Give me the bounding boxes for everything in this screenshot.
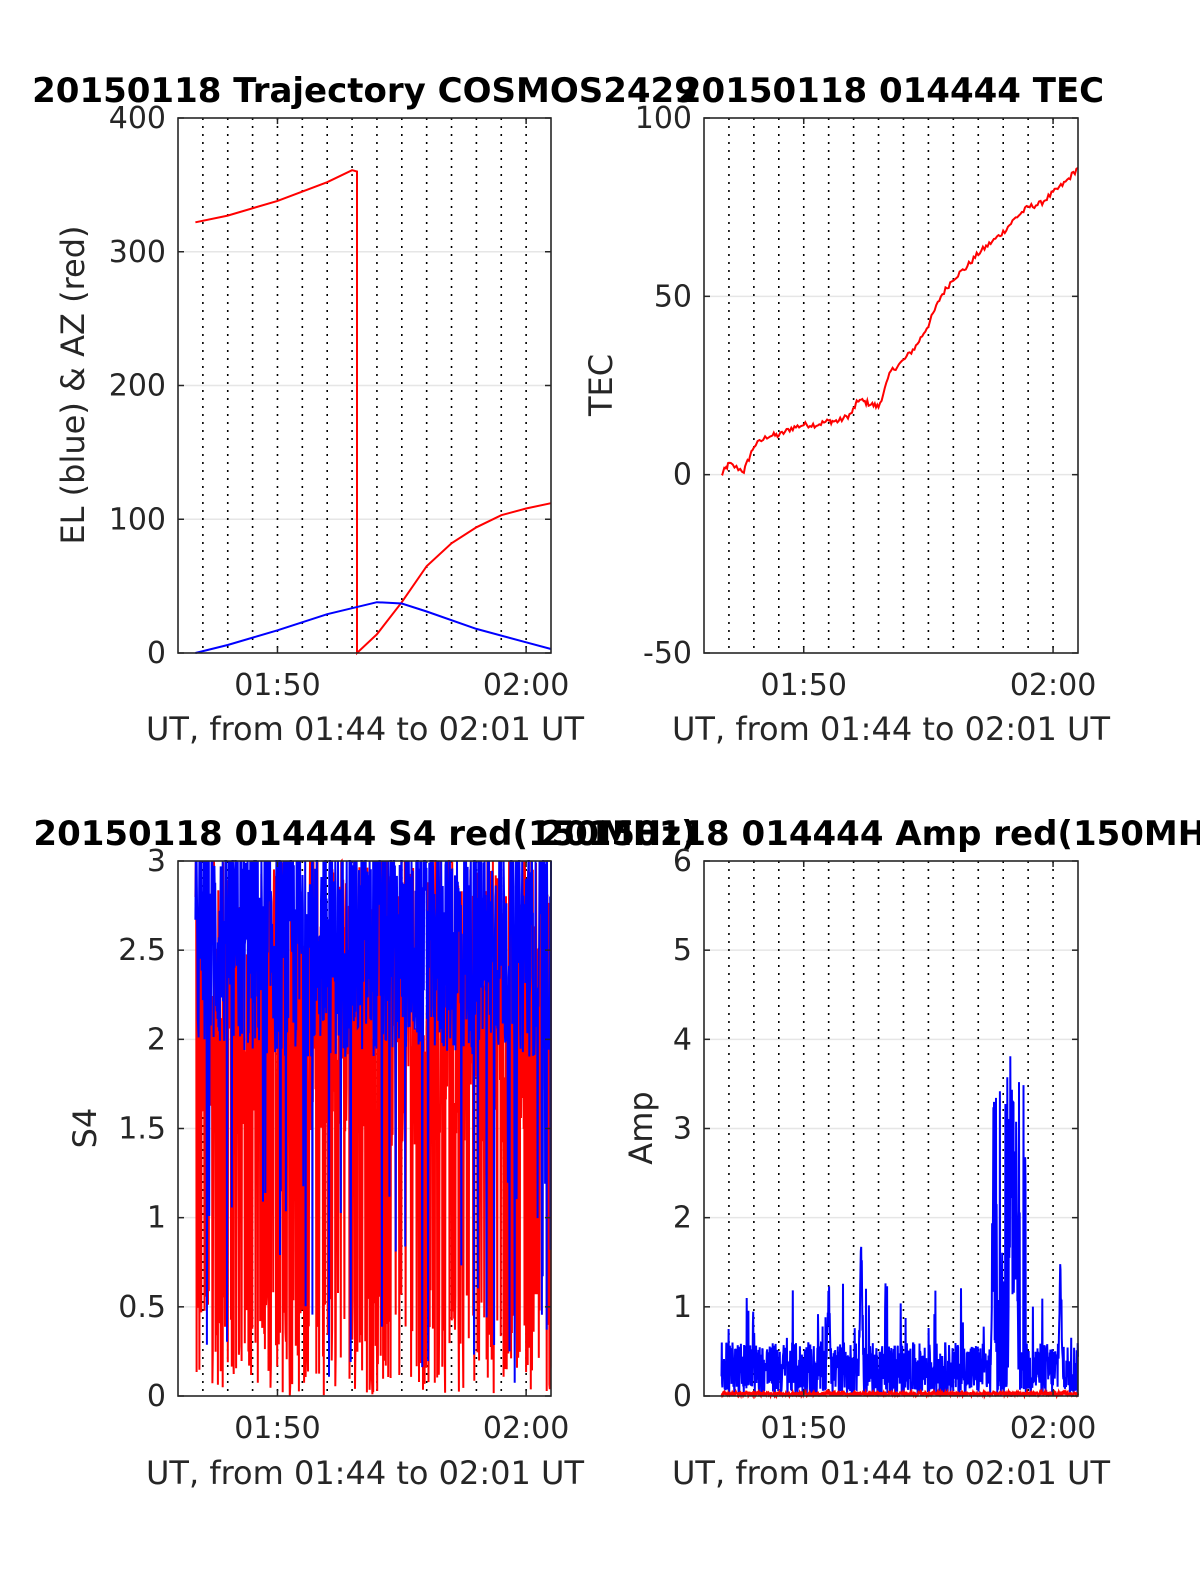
axes: 0 100 200 300 400 01:50 02:00 (109, 101, 570, 703)
x-tick-label: 02:00 (1010, 1411, 1096, 1446)
y-tick-label: 50 (654, 279, 692, 314)
y-tick-label: 1 (673, 1290, 692, 1325)
y-tick-label: 5 (673, 933, 692, 968)
plot-data (195, 169, 552, 656)
x-tick-label: 01:50 (234, 668, 320, 703)
y-axis-label: S4 (66, 1108, 104, 1149)
axes: -50 0 50 100 01:50 02:00 (635, 101, 1097, 703)
panel-title: 20150118 Trajectory COSMOS2429 (32, 71, 698, 111)
grid (178, 118, 551, 653)
y-tick-label: 0 (147, 636, 166, 671)
y-tick-label: 3 (673, 1112, 692, 1147)
x-tick-label: 01:50 (760, 1411, 846, 1446)
y-axis-label: EL (blue) & AZ (red) (54, 225, 92, 544)
y-tick-label: 1.5 (118, 1112, 166, 1147)
panel-title: 20150118 014444 Amp red(150MHz) (540, 814, 1200, 854)
series-line (720, 1056, 1079, 1398)
y-tick-label: 100 (635, 101, 692, 136)
series-line (195, 169, 552, 656)
y-tick-label: 6 (673, 844, 692, 879)
axes: 0 1 2 3 4 5 6 01:50 02:00 (673, 844, 1096, 1446)
y-tick-label: 0 (147, 1379, 166, 1414)
y-tick-label: 0.5 (118, 1290, 166, 1325)
x-tick-label: 01:50 (760, 668, 846, 703)
y-tick-label: 3 (147, 844, 166, 879)
x-axis-label: UT, from 01:44 to 02:01 UT (672, 1454, 1110, 1492)
axes-box (703, 117, 1079, 654)
panel-title: 20150118 014444 TEC (678, 71, 1104, 111)
y-tick-label: 1 (147, 1201, 166, 1236)
plot-data (194, 858, 552, 1396)
y-tick-label: -50 (643, 636, 692, 671)
plot-data (720, 1056, 1079, 1400)
x-axis-label: UT, from 01:44 to 02:01 UT (146, 710, 584, 748)
s4-panel: 20150118 014444 S4 red(150MHz) UT, from … (33, 814, 696, 1492)
y-tick-label: 300 (109, 235, 166, 270)
y-tick-label: 200 (109, 369, 166, 404)
plot-data (720, 167, 1079, 476)
x-tick-label: 02:00 (483, 668, 569, 703)
y-tick-label: 0 (673, 458, 692, 493)
y-tick-label: 0 (673, 1379, 692, 1414)
y-tick-label: 400 (109, 101, 166, 136)
trajectory-panel: 20150118 Trajectory COSMOS2429 UT, from … (32, 71, 698, 748)
y-tick-label: 100 (109, 502, 166, 537)
y-tick-label: 2 (673, 1201, 692, 1236)
series-line (720, 1387, 1079, 1400)
amp-panel: 20150118 014444 Amp red(150MHz) UT, from… (540, 814, 1200, 1492)
y-tick-label: 4 (673, 1022, 692, 1057)
tec-panel: 20150118 014444 TEC UT, from 01:44 to 02… (582, 71, 1110, 748)
x-tick-label: 02:00 (1010, 668, 1096, 703)
y-axis-label: TEC (582, 354, 620, 417)
x-axis-label: UT, from 01:44 to 02:01 UT (146, 1454, 584, 1492)
x-axis-label: UT, from 01:44 to 02:01 UT (672, 710, 1110, 748)
x-tick-label: 01:50 (234, 1411, 320, 1446)
panel-title: 20150118 014444 S4 red(150MHz) (33, 814, 696, 854)
y-tick-label: 2.5 (118, 933, 166, 968)
y-tick-label: 2 (147, 1022, 166, 1057)
x-tick-label: 02:00 (483, 1411, 569, 1446)
grid (704, 118, 1078, 653)
series-line (195, 601, 552, 654)
y-axis-label: Amp (622, 1091, 660, 1164)
series-line (720, 167, 1079, 476)
grid (704, 861, 1078, 1396)
axes: 0 0.5 1 1.5 2 2.5 3 01:50 02:00 (118, 844, 569, 1446)
